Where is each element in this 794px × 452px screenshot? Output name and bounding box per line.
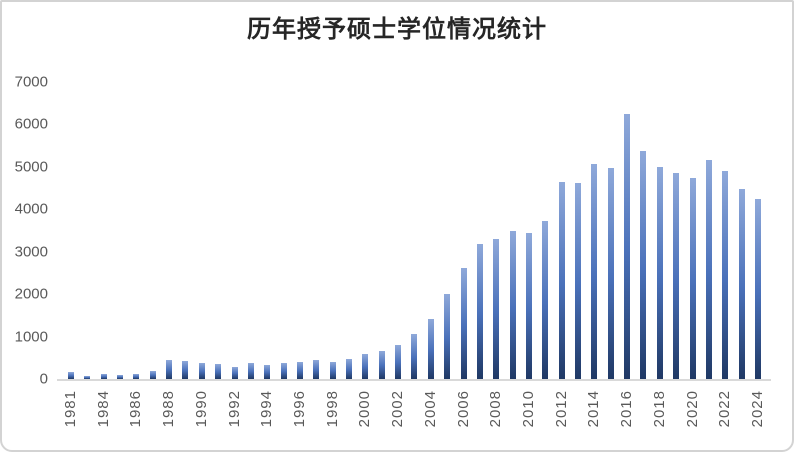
x-axis-tick-label: 1986 (127, 390, 145, 428)
bar-1988 (166, 359, 173, 379)
x-axis-tick-label: 2008 (487, 390, 505, 428)
x-axis-tick-label: 2002 (389, 390, 407, 428)
bar-1998 (329, 361, 336, 379)
bar-1986 (133, 373, 140, 379)
bar-2000 (362, 354, 369, 379)
bar-2005 (444, 294, 451, 379)
bar-2013 (575, 182, 582, 379)
bar-2003 (411, 333, 418, 379)
x-axis-tick-label: 2014 (585, 390, 603, 428)
x-axis-tick-label: 2022 (716, 390, 734, 428)
bar-2008 (493, 239, 500, 379)
bar-2022 (722, 170, 729, 379)
bar-1985 (117, 374, 124, 379)
bar-2004 (427, 319, 434, 379)
x-axis-tick-label: 1994 (258, 390, 276, 428)
y-axis-tick-label: 3000 (14, 243, 48, 261)
bar-2014 (591, 163, 598, 379)
bar-2020 (689, 177, 696, 379)
y-axis-tick-label: 5000 (14, 158, 48, 176)
bar-2024 (754, 198, 761, 379)
y-axis-tick-label: 1000 (14, 328, 48, 346)
bar-2006 (460, 268, 467, 379)
y-axis-tick-label: 2000 (14, 285, 48, 303)
bar-2007 (476, 243, 483, 379)
bar-1989 (182, 360, 189, 379)
x-axis-tick-label: 2024 (748, 390, 766, 428)
x-axis-tick-label: 2004 (421, 390, 439, 428)
x-axis-tick-label: 2006 (454, 390, 472, 428)
y-axis-tick-label: 4000 (14, 200, 48, 218)
x-axis-tick-label: 1992 (225, 390, 243, 428)
chart-title: 历年授予硕士学位情况统计 (247, 17, 547, 43)
bar-2002 (395, 345, 402, 379)
x-axis-tick-label: 1981 (62, 390, 79, 428)
bar-1997 (313, 360, 320, 379)
y-axis-tick-label: 6000 (14, 115, 48, 133)
bar-1981 (68, 371, 74, 379)
x-axis-tick-label: 2018 (650, 390, 668, 428)
bar-2001 (378, 350, 385, 379)
bar-1995 (280, 363, 287, 379)
bar-2010 (525, 233, 532, 379)
x-axis-tick-label: 1990 (192, 390, 210, 428)
x-axis-tick-label: 2016 (618, 390, 636, 428)
bar-1984 (100, 374, 107, 379)
x-axis-tick-label: 2012 (552, 390, 570, 428)
x-axis-tick-label: 1998 (323, 390, 341, 428)
x-axis-line (57, 379, 771, 381)
x-axis-tick-label: 1984 (94, 390, 112, 428)
x-axis-tick-label: 2020 (683, 390, 701, 428)
bar-1996 (296, 362, 303, 379)
bar-2012 (558, 182, 565, 379)
bar-1990 (198, 363, 205, 379)
bar-2009 (509, 230, 516, 379)
bar-1999 (346, 358, 353, 379)
bar-2015 (607, 167, 614, 379)
bar-2023 (738, 188, 745, 379)
bar-1983 (84, 376, 91, 379)
bar-2021 (705, 159, 712, 379)
x-axis-tick-label: 1996 (290, 390, 308, 428)
bar-2017 (640, 150, 647, 379)
bar-1992 (231, 366, 238, 379)
y-axis-tick-label: 7000 (14, 73, 48, 91)
bar-1987 (149, 370, 156, 379)
x-axis-tick-label: 2010 (519, 390, 537, 428)
bar-1994 (264, 364, 271, 379)
y-axis-tick-label: 0 (39, 370, 48, 388)
bar-1993 (247, 363, 254, 379)
bar-1991 (215, 364, 222, 379)
x-axis-tick-label: 2000 (356, 390, 374, 428)
bar-2018 (656, 166, 663, 379)
bar-2011 (542, 220, 549, 379)
bar-2016 (624, 114, 631, 379)
x-axis-tick-label: 1988 (160, 390, 178, 428)
bar-2019 (673, 173, 680, 379)
